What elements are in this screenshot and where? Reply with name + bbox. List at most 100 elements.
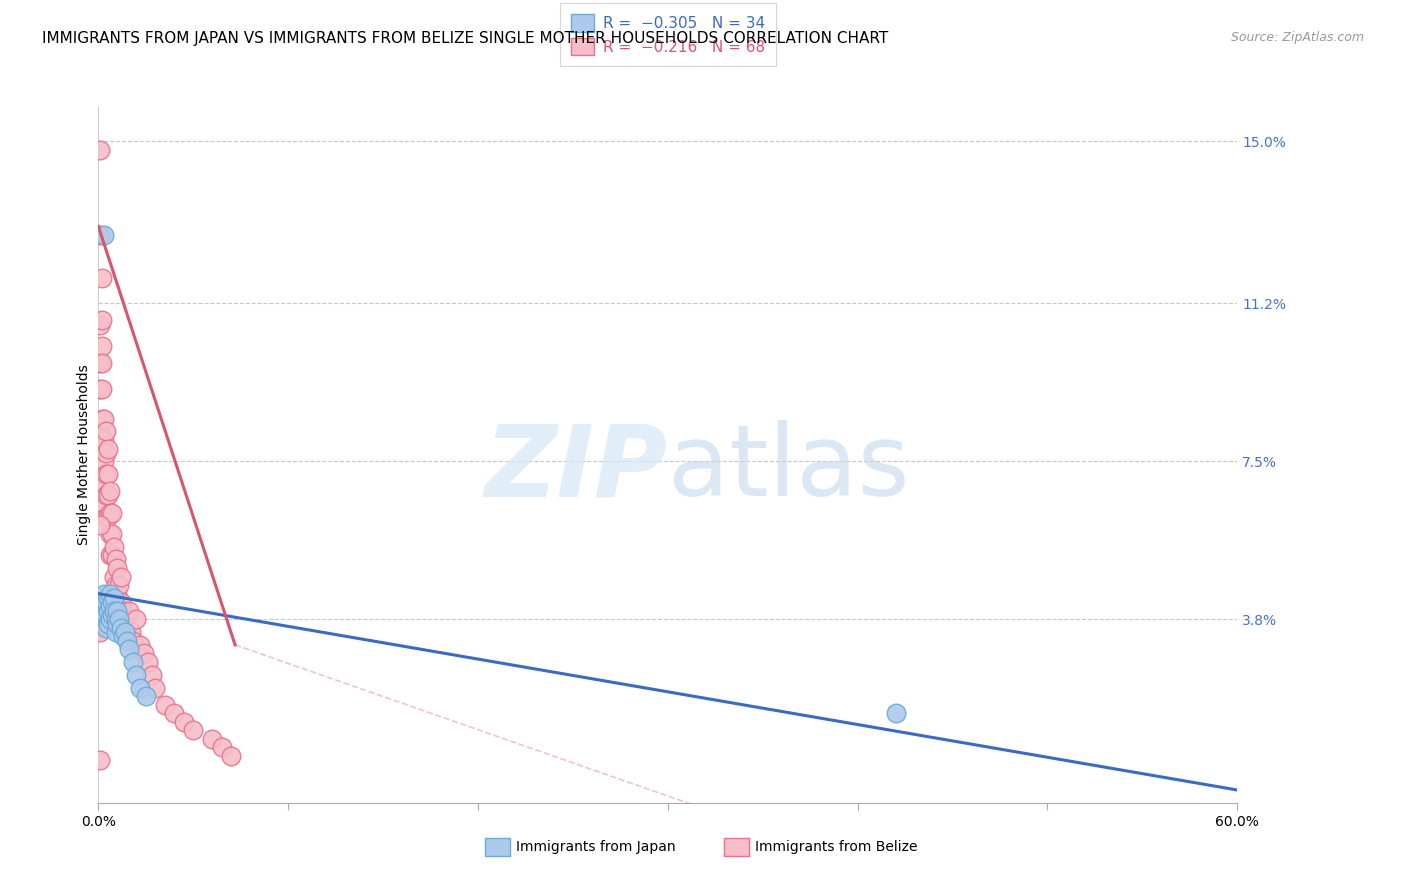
Point [94, 488, 117, 502]
Text: Immigrants from Japan: Immigrants from Japan [516, 840, 676, 855]
Point [103, 569, 125, 583]
Point [153, 698, 176, 712]
Point [89, 591, 111, 605]
Point [114, 625, 136, 640]
Point [100, 548, 122, 562]
Point [98, 506, 121, 520]
Text: Immigrants from Belize: Immigrants from Belize [755, 840, 918, 855]
Point [136, 655, 159, 669]
Point [104, 625, 127, 640]
Point [115, 633, 138, 648]
Point [183, 723, 205, 738]
Point [110, 569, 132, 583]
Point [97, 604, 120, 618]
Point [108, 612, 131, 626]
Point [100, 527, 122, 541]
Text: Source: ZipAtlas.com: Source: ZipAtlas.com [1230, 31, 1364, 45]
Point [108, 578, 131, 592]
Point [141, 667, 163, 681]
Point [107, 587, 129, 601]
Point [91, 356, 114, 370]
Point [115, 621, 138, 635]
Point [93, 411, 115, 425]
Point [98, 527, 121, 541]
Point [103, 604, 125, 618]
Point [94, 425, 117, 439]
Point [98, 587, 121, 601]
Point [100, 607, 122, 622]
Point [108, 604, 131, 618]
Point [91, 599, 114, 614]
Point [91, 382, 114, 396]
Point [145, 681, 167, 695]
Point [91, 612, 114, 626]
Point [93, 587, 115, 601]
Point [89, 518, 111, 533]
Point [211, 740, 233, 755]
Point [114, 612, 136, 626]
Point [173, 714, 195, 729]
Point [94, 509, 117, 524]
Point [107, 604, 129, 618]
Point [91, 339, 114, 353]
Point [201, 731, 224, 746]
Point [121, 633, 143, 648]
Point [89, 425, 111, 439]
Point [129, 681, 152, 695]
Point [98, 484, 121, 499]
Point [118, 642, 141, 657]
Point [120, 625, 142, 640]
Point [89, 228, 111, 243]
Y-axis label: Single Mother Households: Single Mother Households [77, 365, 91, 545]
Point [104, 578, 127, 592]
Point [107, 561, 129, 575]
Point [103, 591, 125, 605]
Point [125, 667, 148, 681]
Point [129, 638, 152, 652]
Point [89, 318, 111, 332]
Point [89, 356, 111, 370]
Point [89, 625, 111, 640]
Point [107, 616, 129, 631]
Text: atlas: atlas [668, 420, 910, 517]
Point [121, 655, 143, 669]
Point [97, 442, 120, 456]
Point [91, 313, 114, 327]
Point [118, 604, 141, 618]
Point [91, 442, 114, 456]
Point [97, 591, 120, 605]
Point [112, 604, 135, 618]
Point [163, 706, 186, 721]
Point [93, 228, 115, 243]
Point [112, 629, 135, 643]
Point [94, 595, 117, 609]
Point [89, 753, 111, 767]
Point [91, 411, 114, 425]
Legend: R =  −0.305   N = 34, R =  −0.216   N = 68: R = −0.305 N = 34, R = −0.216 N = 68 [560, 4, 776, 66]
Point [104, 612, 127, 626]
Point [93, 475, 115, 490]
Point [89, 382, 111, 396]
Point [94, 621, 117, 635]
Point [104, 552, 127, 566]
Point [100, 506, 122, 520]
Point [125, 612, 148, 626]
Point [91, 270, 114, 285]
Point [132, 647, 155, 661]
Point [103, 540, 125, 554]
Point [221, 748, 243, 763]
Point [97, 467, 120, 482]
Point [91, 612, 114, 626]
Point [110, 595, 132, 609]
Point [94, 607, 117, 622]
Point [97, 616, 120, 631]
Text: ZIP: ZIP [485, 420, 668, 517]
Point [94, 446, 117, 460]
Point [93, 604, 115, 618]
Point [93, 454, 115, 468]
Point [89, 143, 111, 157]
Text: IMMIGRANTS FROM JAPAN VS IMMIGRANTS FROM BELIZE SINGLE MOTHER HOUSEHOLDS CORRELA: IMMIGRANTS FROM JAPAN VS IMMIGRANTS FROM… [42, 31, 889, 46]
Point [135, 689, 157, 703]
Point [93, 433, 115, 447]
Point [89, 604, 111, 618]
